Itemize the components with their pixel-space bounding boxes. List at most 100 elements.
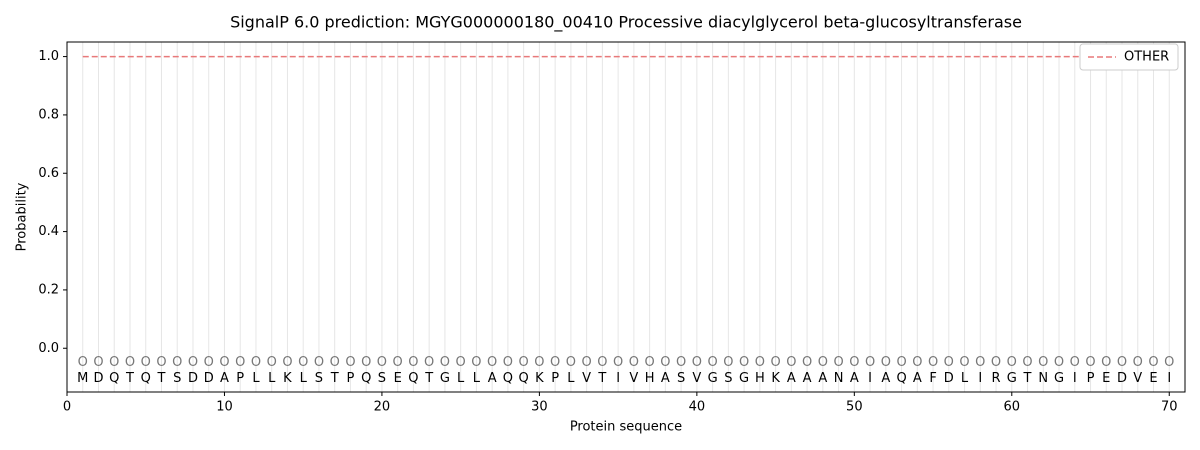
residue-label: E <box>1102 371 1110 386</box>
state-label: O <box>723 355 733 370</box>
state-label: O <box>881 355 891 370</box>
state-label: O <box>219 355 229 370</box>
state-label: O <box>1038 355 1048 370</box>
x-tick-label: 10 <box>216 400 233 415</box>
state-label: O <box>78 355 88 370</box>
state-label: O <box>550 355 560 370</box>
x-tick-label: 60 <box>1004 400 1021 415</box>
state-label: O <box>1070 355 1080 370</box>
state-label: O <box>440 355 450 370</box>
state-label: O <box>582 355 592 370</box>
residue-label: A <box>220 371 229 386</box>
x-tick-label: 50 <box>846 400 863 415</box>
residue-label: Q <box>408 371 418 386</box>
residue-label: Q <box>896 371 906 386</box>
residue-label: T <box>597 371 606 386</box>
residue-label: D <box>944 371 954 386</box>
y-tick-label: 0.0 <box>38 341 59 356</box>
state-label: O <box>1101 355 1111 370</box>
residue-label: T <box>424 371 433 386</box>
x-tick-label: 70 <box>1161 400 1178 415</box>
state-label: O <box>928 355 938 370</box>
state-label: O <box>330 355 340 370</box>
residue-label: I <box>868 371 872 386</box>
state-label: O <box>896 355 906 370</box>
residue-label: I <box>1167 371 1171 386</box>
state-label: O <box>1133 355 1143 370</box>
residue-label: P <box>1087 371 1095 386</box>
state-label: O <box>818 355 828 370</box>
residue-label: T <box>125 371 134 386</box>
state-label: O <box>251 355 261 370</box>
state-label: O <box>770 355 780 370</box>
state-label: O <box>755 355 765 370</box>
residue-label: L <box>300 371 308 386</box>
residue-label: A <box>488 371 497 386</box>
state-label: O <box>345 355 355 370</box>
state-label: O <box>487 355 497 370</box>
y-tick-label: 0.8 <box>38 107 59 122</box>
residue-label: S <box>724 371 732 386</box>
state-label: O <box>109 355 119 370</box>
residue-label: P <box>347 371 355 386</box>
state-label: O <box>1085 355 1095 370</box>
state-label: O <box>377 355 387 370</box>
residue-label: D <box>204 371 214 386</box>
residue-label: Q <box>109 371 119 386</box>
state-label: O <box>503 355 513 370</box>
y-tick-label: 1.0 <box>38 49 59 64</box>
residue-label: Q <box>519 371 529 386</box>
residue-label: A <box>661 371 670 386</box>
state-label: O <box>1007 355 1017 370</box>
state-label: O <box>314 355 324 370</box>
residue-label: D <box>188 371 198 386</box>
residue-label: A <box>913 371 922 386</box>
state-label: O <box>361 355 371 370</box>
residue-label: E <box>1149 371 1157 386</box>
residue-label: H <box>645 371 655 386</box>
residue-label: K <box>535 371 544 386</box>
residue-label: A <box>818 371 827 386</box>
residue-label: K <box>283 371 292 386</box>
residue-label: I <box>1073 371 1077 386</box>
residue-label: A <box>803 371 812 386</box>
state-label: O <box>298 355 308 370</box>
state-label: O <box>141 355 151 370</box>
state-label: O <box>1054 355 1064 370</box>
state-label: O <box>786 355 796 370</box>
state-label: O <box>93 355 103 370</box>
state-label: O <box>912 355 922 370</box>
residue-label: D <box>93 371 103 386</box>
residue-label: M <box>77 371 88 386</box>
residue-label: T <box>1023 371 1032 386</box>
state-label: O <box>188 355 198 370</box>
state-label: O <box>566 355 576 370</box>
chart-title: SignalP 6.0 prediction: MGYG000000180_00… <box>230 13 1022 33</box>
residue-label: F <box>929 371 936 386</box>
state-label: O <box>1117 355 1127 370</box>
residue-label: L <box>252 371 260 386</box>
state-label: O <box>1022 355 1032 370</box>
residue-label: G <box>739 371 749 386</box>
state-label: O <box>991 355 1001 370</box>
x-axis-label: Protein sequence <box>570 420 682 435</box>
residue-label: V <box>582 371 591 386</box>
residue-label: Q <box>361 371 371 386</box>
y-tick-label: 0.2 <box>38 282 59 297</box>
y-tick-label: 0.6 <box>38 166 59 181</box>
residue-label: E <box>394 371 402 386</box>
state-label: O <box>267 355 277 370</box>
residue-label: V <box>1133 371 1142 386</box>
residue-label: L <box>961 371 969 386</box>
state-label: O <box>393 355 403 370</box>
state-label: O <box>156 355 166 370</box>
state-label: O <box>456 355 466 370</box>
state-label: O <box>1164 355 1174 370</box>
residue-label: L <box>268 371 276 386</box>
residue-label: P <box>236 371 244 386</box>
residue-label: N <box>834 371 844 386</box>
state-label: O <box>519 355 529 370</box>
state-label: O <box>1148 355 1158 370</box>
state-label: O <box>944 355 954 370</box>
